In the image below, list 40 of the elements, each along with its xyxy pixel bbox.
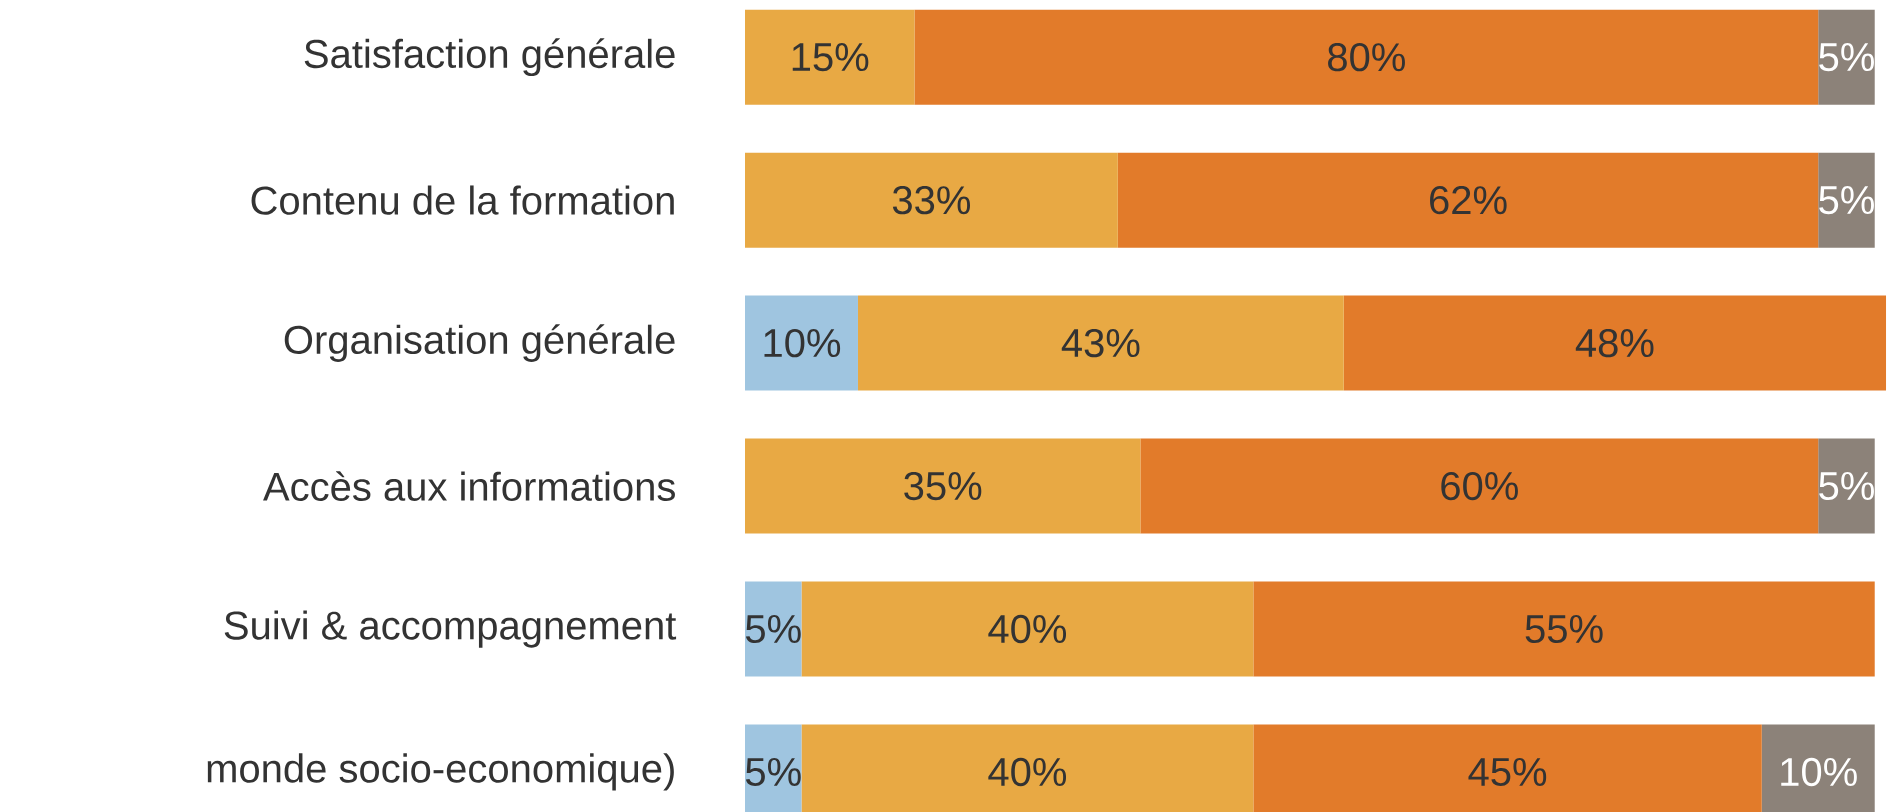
data-label: 40% bbox=[988, 757, 1067, 787]
y-tick-label: Suivi & accompagnement bbox=[224, 610, 677, 648]
data-label: 5% bbox=[745, 757, 801, 787]
bar bbox=[1818, 9, 1875, 105]
data-label: 43% bbox=[1061, 328, 1140, 358]
data-label: 48% bbox=[1575, 328, 1654, 358]
data-label: 5% bbox=[745, 614, 801, 644]
bar bbox=[1343, 295, 1887, 391]
y-tick-label: monde socio-economique) bbox=[207, 753, 674, 791]
data-label: 60% bbox=[1441, 471, 1518, 501]
bar bbox=[745, 438, 1141, 534]
data-label: 33% bbox=[892, 185, 970, 215]
bar bbox=[1253, 581, 1875, 677]
data-label: 62% bbox=[1430, 185, 1507, 215]
data-label: 5% bbox=[1819, 471, 1874, 501]
y-tick-label: Organisation générale bbox=[284, 324, 675, 362]
y-tick-label: Contenu de la formation bbox=[251, 185, 674, 215]
bar bbox=[745, 581, 802, 677]
data-label: 80% bbox=[1328, 43, 1405, 72]
bar bbox=[1818, 438, 1875, 534]
data-label: 15% bbox=[792, 43, 869, 72]
bar bbox=[745, 9, 915, 105]
bar bbox=[857, 295, 1344, 391]
data-label: 5% bbox=[1819, 43, 1874, 72]
bar bbox=[1140, 438, 1819, 534]
data-label: 35% bbox=[904, 471, 982, 501]
bar bbox=[801, 581, 1254, 677]
y-tick-label: Accès aux informations bbox=[263, 471, 675, 501]
bar bbox=[745, 152, 1118, 248]
data-label: 10% bbox=[1781, 757, 1857, 787]
data-label: 40% bbox=[988, 614, 1067, 644]
y-tick-label: Satisfaction générale bbox=[304, 38, 675, 77]
bar bbox=[1818, 152, 1875, 248]
bar bbox=[745, 295, 858, 391]
bar bbox=[1117, 152, 1819, 248]
data-label: 10% bbox=[764, 328, 841, 358]
bar bbox=[914, 9, 1819, 105]
data-label: 55% bbox=[1525, 614, 1603, 644]
data-label: 5% bbox=[1819, 186, 1874, 215]
data-label: 45% bbox=[1468, 757, 1547, 787]
